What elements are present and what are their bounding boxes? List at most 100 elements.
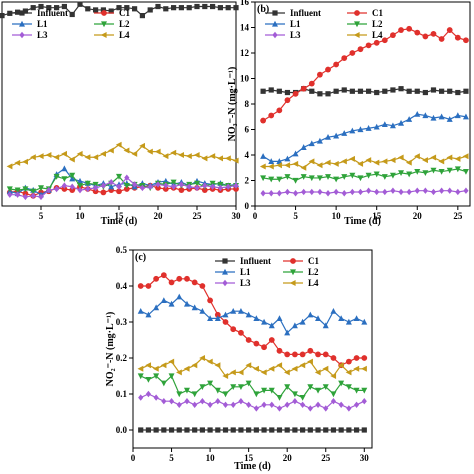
- legend-label: L3: [37, 30, 48, 40]
- data-point: [168, 373, 175, 380]
- x-tick-label: 0: [253, 211, 258, 221]
- data-point: [261, 401, 267, 408]
- data-point: [454, 34, 461, 41]
- data-point: [69, 11, 75, 18]
- data-point: [176, 401, 182, 408]
- data-point: [307, 427, 313, 433]
- legend-label: Influent: [240, 256, 271, 266]
- data-point: [324, 159, 331, 166]
- data-point: [338, 401, 344, 408]
- data-point: [238, 398, 244, 405]
- data-point: [147, 183, 153, 190]
- legend-item: Influent: [215, 256, 271, 266]
- data-point: [284, 329, 291, 336]
- data-point: [462, 168, 469, 175]
- data-point: [345, 318, 352, 325]
- series-line: [9, 144, 237, 167]
- data-point: [161, 398, 167, 405]
- series-line: [140, 274, 365, 366]
- data-point: [291, 322, 298, 329]
- series-l2: [260, 166, 469, 184]
- data-point: [430, 87, 437, 93]
- chart-panel-3: (c) 0 5 10 15 20 25 30 0.0 0.1 0.2 0.3 0.4 0.5 Time (d…: [105, 245, 373, 472]
- data-point: [225, 183, 231, 190]
- data-point: [139, 13, 145, 19]
- data-point: [284, 401, 290, 408]
- data-point: [84, 154, 91, 161]
- data-point: [332, 160, 339, 167]
- data-point: [463, 187, 469, 194]
- data-point: [183, 387, 190, 394]
- data-point: [357, 126, 364, 133]
- legend-label: C1: [308, 256, 319, 266]
- y-tick-label: 6: [245, 125, 250, 135]
- data-point: [147, 7, 153, 13]
- data-point: [194, 184, 200, 192]
- chart-panel-1: 5 10 15 20 25 30 Time (d) Influent C1 L1 L2 L3 L4: [0, 1, 241, 227]
- data-point: [69, 172, 76, 179]
- data-point: [138, 394, 144, 401]
- data-point: [389, 157, 396, 164]
- data-point: [178, 5, 184, 11]
- y-tick-label: 0.3: [116, 317, 128, 327]
- data-point: [349, 172, 356, 179]
- data-point: [390, 187, 396, 194]
- data-point: [15, 9, 21, 15]
- data-point: [222, 401, 229, 408]
- data-point: [284, 162, 291, 169]
- data-point: [406, 171, 413, 178]
- legend-item: C1: [283, 256, 319, 266]
- data-point: [315, 315, 322, 321]
- data-point: [92, 154, 99, 161]
- data-point: [22, 158, 28, 165]
- data-point: [299, 318, 306, 325]
- data-point: [430, 167, 437, 174]
- data-point: [365, 125, 372, 131]
- data-point: [77, 1, 83, 7]
- data-point: [438, 36, 445, 42]
- data-point: [353, 427, 360, 433]
- data-point: [207, 297, 213, 304]
- data-point: [365, 187, 372, 194]
- data-point: [462, 153, 469, 160]
- legend-marker: [354, 21, 360, 28]
- data-point: [382, 188, 388, 196]
- data-point: [349, 127, 356, 134]
- data-point: [268, 322, 275, 329]
- data-point: [268, 158, 275, 164]
- data-point: [194, 180, 200, 187]
- series-l4: [259, 153, 469, 171]
- legend-label: Influent: [37, 8, 68, 18]
- data-point: [284, 351, 291, 358]
- data-point: [222, 427, 229, 433]
- data-point: [176, 275, 183, 282]
- data-point: [215, 427, 221, 433]
- y-tick-label: 0.1: [116, 389, 128, 399]
- data-point: [292, 190, 299, 197]
- data-point: [260, 88, 266, 94]
- data-point: [61, 150, 67, 157]
- data-point: [192, 427, 198, 433]
- data-point: [145, 427, 152, 433]
- legend-marker: [19, 10, 25, 16]
- data-point: [439, 88, 445, 94]
- data-point: [299, 351, 306, 358]
- data-point: [455, 188, 461, 196]
- data-point: [100, 7, 106, 13]
- legend-item: L3: [215, 278, 251, 288]
- data-point: [199, 355, 205, 361]
- data-point: [455, 89, 461, 96]
- data-point: [84, 180, 91, 187]
- data-point: [199, 384, 206, 390]
- data-point: [6, 186, 13, 193]
- data-point: [373, 39, 380, 46]
- data-point: [361, 387, 368, 394]
- data-point: [381, 37, 388, 44]
- data-point: [330, 308, 337, 314]
- legend-marker: [101, 10, 107, 16]
- data-point: [230, 369, 236, 376]
- data-point: [253, 315, 260, 321]
- data-point: [345, 384, 352, 390]
- data-point: [382, 88, 388, 94]
- data-point: [390, 32, 396, 39]
